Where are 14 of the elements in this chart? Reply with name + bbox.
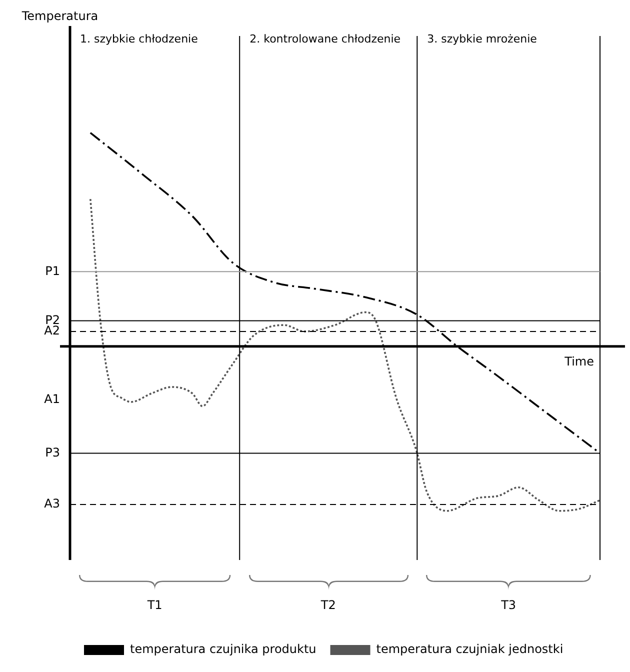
text: 2. kontrolowane chłodzenie — [250, 32, 401, 46]
text: 1. szybkie chłodzenie — [80, 32, 198, 46]
ref-line-label: P3 — [45, 445, 60, 460]
x-axis-title: Time — [564, 354, 594, 369]
text: Temperatura — [20, 9, 98, 24]
legend-label: temperatura czujnika produktu — [130, 642, 316, 656]
text: A1 — [44, 392, 60, 406]
text: T3 — [500, 598, 516, 612]
text: T1 — [146, 598, 162, 612]
text: T2 — [320, 598, 336, 612]
legend-label: temperatura czujniak jednostki — [376, 642, 564, 656]
ref-line-label: P1 — [45, 264, 60, 278]
text: 3. szybkie mrożenie — [427, 32, 538, 46]
ref-line-label: A3 — [44, 496, 60, 511]
